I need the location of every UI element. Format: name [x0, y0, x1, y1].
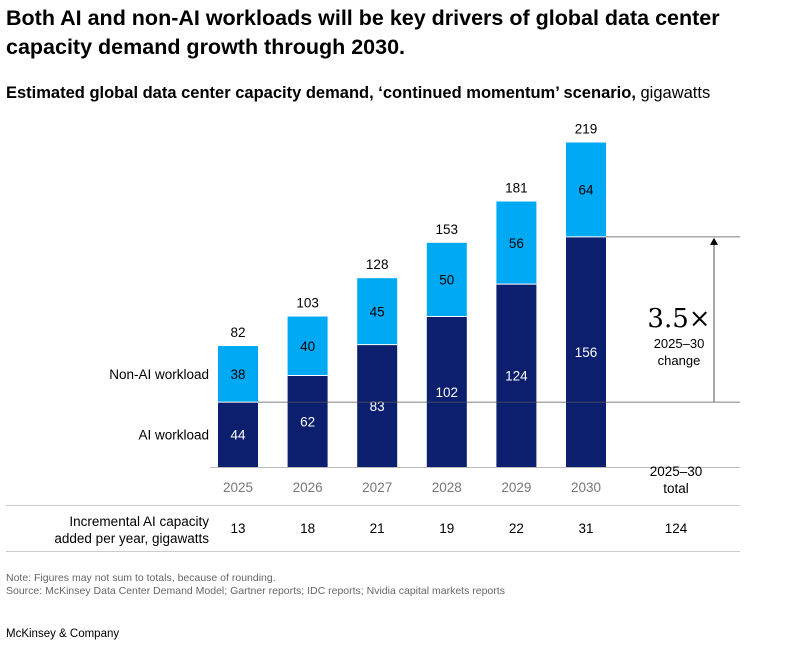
bar-ai-2029 — [496, 284, 537, 467]
subtitle-unit: gigawatts — [635, 84, 711, 102]
label-non-ai-2030: 64 — [578, 183, 594, 198]
incremental-2030: 31 — [578, 521, 593, 536]
incremental-label-line2: added per year, gigawatts — [54, 531, 209, 546]
legend-non-ai: Non-AI workload — [109, 367, 209, 382]
bar-non-ai-2030 — [566, 142, 606, 237]
stacked-bar-chart: 44 38 82 2025 13 62 40 103 2026 18 83 45 128 2027 21 10… — [6, 122, 740, 552]
incremental-2029: 22 — [509, 521, 524, 536]
label-total-2026: 103 — [296, 296, 319, 311]
growth-multiple: 3.5× — [647, 304, 710, 334]
bar-non-ai-2028 — [426, 242, 467, 317]
subtitle-main: Estimated global data center capacity de… — [6, 84, 636, 102]
legend-ai: AI workload — [138, 428, 209, 443]
label-ai-2030: 156 — [575, 345, 598, 360]
incremental-2027: 21 — [370, 521, 385, 536]
bar-ai-2026 — [287, 375, 328, 467]
label-ai-2026: 62 — [300, 414, 315, 429]
brand-label: McKinsey & Company — [6, 628, 120, 640]
bar-ai-2028 — [426, 316, 467, 467]
bar-ai-2027 — [357, 344, 398, 467]
label-total-2030: 219 — [575, 122, 598, 137]
label-ai-2029: 124 — [505, 369, 528, 384]
incremental-total: 124 — [665, 521, 688, 536]
bar-non-ai-2026 — [287, 316, 328, 376]
label-ai-2028: 102 — [436, 385, 459, 400]
x-tick-2025: 2025 — [223, 480, 253, 495]
chart-subtitle: Estimated global data center capacity de… — [6, 84, 710, 103]
incremental-2028: 19 — [439, 521, 454, 536]
label-ai-2027: 83 — [370, 399, 385, 414]
label-total-2027: 128 — [366, 257, 389, 272]
label-non-ai-2027: 45 — [370, 304, 385, 319]
label-total-2029: 181 — [505, 181, 528, 196]
incremental-label-line1: Incremental AI capacity — [69, 514, 209, 529]
label-non-ai-2028: 50 — [439, 273, 454, 288]
note-text: Note: Figures may not sum to totals, bec… — [6, 572, 276, 584]
bar-non-ai-2025 — [218, 346, 258, 403]
bar-ai-2025 — [218, 402, 258, 467]
x-tick-2027: 2027 — [362, 480, 392, 495]
label-ai-2025: 44 — [230, 428, 246, 443]
x-tick-2029: 2029 — [501, 480, 531, 495]
growth-arrow-head — [710, 237, 718, 245]
footnote: Note: Figures may not sum to totals, bec… — [6, 572, 505, 598]
growth-label-line2: change — [658, 353, 701, 368]
x-tick-2030: 2030 — [571, 480, 601, 495]
growth-label-line1: 2025–30 — [654, 336, 705, 351]
total-header-line2: total — [663, 481, 689, 496]
incremental-2025: 13 — [230, 521, 245, 536]
bar-non-ai-2029 — [496, 201, 537, 285]
label-total-2025: 82 — [230, 325, 245, 340]
incremental-2026: 18 — [300, 521, 315, 536]
total-header-line1: 2025–30 — [650, 464, 703, 479]
bar-ai-2030 — [566, 236, 606, 467]
bar-non-ai-2027 — [357, 278, 398, 345]
x-tick-2028: 2028 — [432, 480, 462, 495]
label-non-ai-2029: 56 — [509, 236, 524, 251]
chart-title: Both AI and non-AI workloads will be key… — [6, 6, 720, 59]
x-tick-2026: 2026 — [293, 480, 323, 495]
label-non-ai-2026: 40 — [300, 339, 315, 354]
label-total-2028: 153 — [436, 222, 459, 237]
source-text: Source: McKinsey Data Center Demand Mode… — [6, 585, 505, 597]
label-non-ai-2025: 38 — [230, 367, 245, 382]
